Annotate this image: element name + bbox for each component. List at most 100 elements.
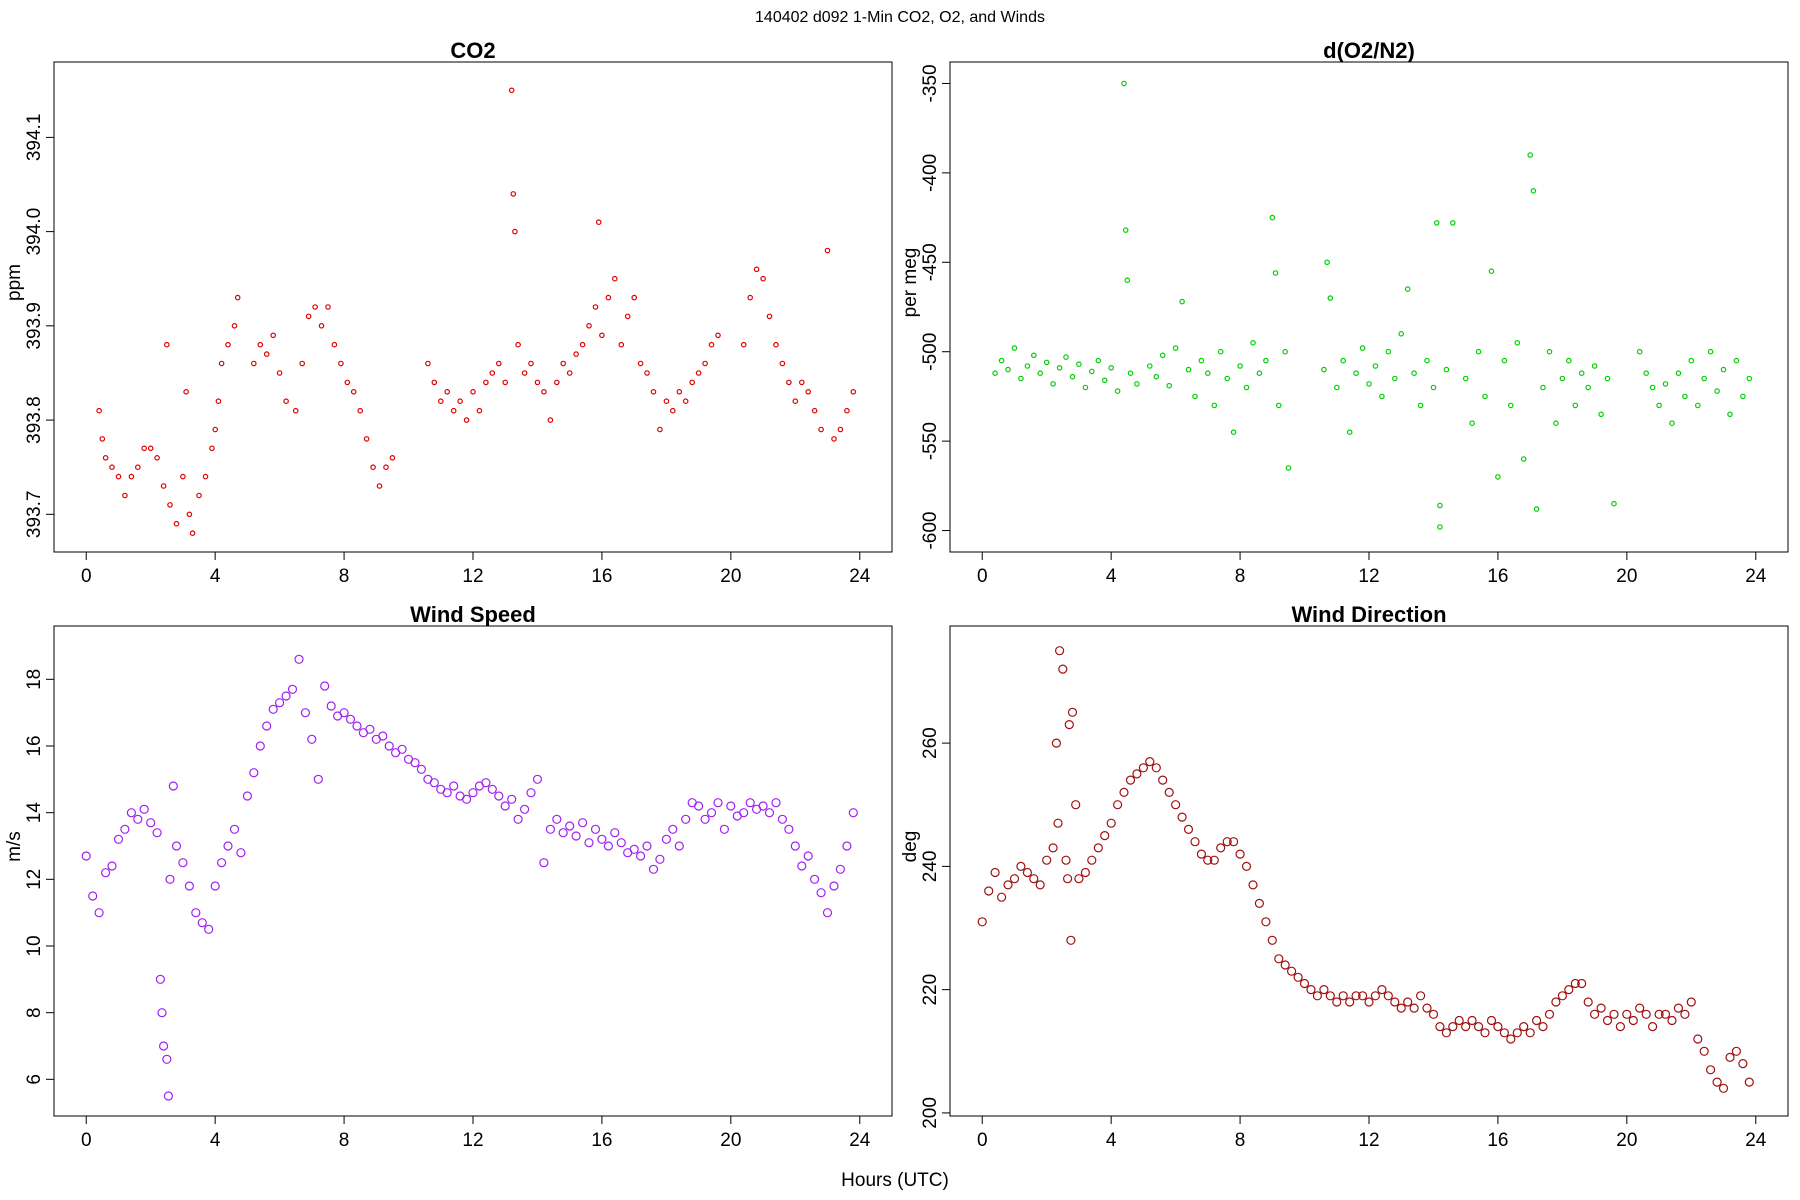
data-point — [595, 219, 602, 226]
panel-title: Wind Speed — [410, 602, 536, 627]
data-point — [1525, 1028, 1535, 1038]
data-point — [1559, 375, 1566, 382]
data-point — [695, 370, 702, 376]
data-point — [502, 379, 509, 386]
data-point — [990, 867, 1000, 878]
data-point — [676, 388, 683, 395]
data-point — [1682, 393, 1688, 400]
data-point — [1544, 1009, 1555, 1019]
data-point — [1404, 286, 1411, 292]
data-point — [268, 704, 278, 714]
data-point — [1508, 402, 1514, 409]
data-point — [1495, 474, 1501, 480]
data-point — [160, 483, 167, 489]
data-point — [442, 788, 452, 798]
data-point — [1482, 393, 1488, 400]
data-point — [1338, 991, 1348, 1001]
data-point — [1673, 1003, 1684, 1013]
x-tick-label: 12 — [1358, 566, 1379, 587]
series-points — [81, 654, 858, 1101]
data-point — [1151, 763, 1161, 773]
data-point — [1177, 812, 1187, 822]
data-point — [1095, 357, 1102, 364]
data-point — [425, 360, 431, 367]
x-tick-label: 0 — [977, 1130, 988, 1151]
data-point — [1334, 384, 1340, 391]
data-point — [560, 360, 567, 367]
data-point — [217, 858, 227, 868]
data-point — [809, 874, 820, 884]
y-tick-label: 10 — [24, 935, 45, 956]
x-tick-label: 12 — [1358, 1130, 1379, 1151]
data-point — [1398, 330, 1405, 337]
data-point — [1119, 787, 1129, 798]
data-point — [115, 473, 122, 480]
data-point — [818, 426, 824, 433]
data-point — [376, 483, 383, 489]
data-point — [816, 888, 826, 898]
data-point — [186, 511, 193, 518]
data-point — [1272, 270, 1279, 276]
data-point — [998, 357, 1005, 364]
data-point — [1557, 991, 1568, 1001]
data-point — [1125, 775, 1136, 785]
data-point — [837, 426, 844, 433]
data-point — [1546, 348, 1553, 355]
data-point — [1437, 524, 1443, 530]
series-points — [977, 646, 1754, 1093]
x-tick-label: 24 — [1745, 566, 1767, 587]
data-point — [760, 275, 766, 282]
data-point — [1589, 1009, 1600, 1019]
data-point — [1733, 357, 1740, 364]
data-point — [1209, 855, 1219, 865]
data-point — [1712, 1077, 1722, 1087]
data-point — [1622, 1009, 1632, 1019]
y-tick-label: 393.9 — [24, 302, 45, 350]
data-point — [384, 741, 394, 751]
x-tick-label: 8 — [339, 1130, 350, 1151]
data-point — [992, 370, 998, 377]
data-point — [584, 838, 594, 848]
data-point — [1224, 375, 1231, 382]
data-point — [1122, 227, 1129, 233]
data-point — [113, 834, 124, 844]
data-point — [1493, 1021, 1503, 1032]
data-point — [1024, 363, 1031, 369]
data-point — [1067, 707, 1078, 717]
data-point — [668, 824, 678, 834]
y-tick-label: 6 — [24, 1074, 45, 1085]
panels-group: CO2 0 4 8 12 16 20 24 393.7 393.8 393.9 394.0 394.1 p… — [4, 38, 1789, 1151]
data-point — [708, 341, 715, 348]
data-point — [1660, 1009, 1671, 1019]
data-point — [96, 407, 102, 414]
data-point — [128, 473, 135, 480]
data-point — [249, 768, 259, 778]
panel-wind-speed: Wind Speed 0 4 8 12 16 20 24 6 8 10 12 14 16 18 m/s — [4, 602, 893, 1151]
data-point — [657, 426, 663, 433]
y-tick-label: 394.0 — [24, 208, 45, 256]
data-point — [1744, 1077, 1754, 1087]
data-point — [1538, 1021, 1548, 1032]
data-point — [109, 464, 115, 471]
x-tick-label: 4 — [210, 566, 221, 587]
data-point — [1578, 370, 1585, 377]
data-point — [339, 708, 349, 718]
data-point — [1443, 366, 1450, 373]
data-point — [1718, 1083, 1729, 1093]
data-point — [719, 824, 730, 834]
data-point — [292, 407, 299, 414]
data-point — [331, 341, 338, 348]
plot-frame — [949, 61, 1789, 553]
data-point — [790, 841, 800, 851]
data-point — [1203, 855, 1213, 865]
data-point — [512, 228, 518, 235]
data-point — [1299, 978, 1310, 989]
data-point — [1488, 268, 1495, 275]
y-tick-label: 12 — [24, 869, 45, 890]
y-axis-label: ppm — [4, 264, 25, 301]
x-tick-label: 20 — [720, 1130, 741, 1151]
data-point — [1153, 373, 1160, 380]
data-point — [94, 908, 104, 918]
data-point — [1132, 769, 1142, 779]
data-point — [669, 407, 676, 414]
